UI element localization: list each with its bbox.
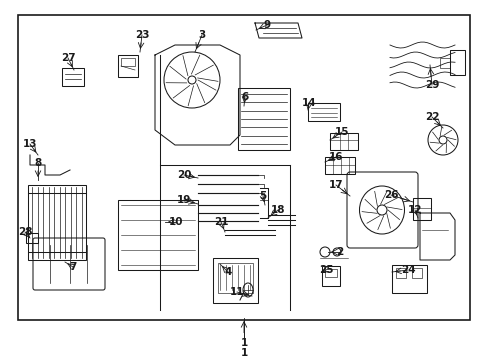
Bar (412, 198, 430, 220)
Bar (118, 200, 198, 270)
Text: 20: 20 (176, 170, 191, 180)
Text: 26: 26 (383, 190, 397, 200)
Text: 29: 29 (424, 80, 438, 90)
Bar (28, 185, 86, 260)
Bar (238, 88, 289, 150)
Text: 19: 19 (177, 195, 191, 205)
Text: 9: 9 (263, 20, 270, 30)
Text: 1: 1 (240, 338, 247, 348)
Bar (26, 233, 38, 243)
Text: 24: 24 (400, 265, 414, 275)
Text: 5: 5 (259, 191, 266, 201)
Text: 23: 23 (135, 30, 149, 40)
Text: 3: 3 (198, 30, 205, 40)
Bar (121, 58, 135, 66)
Text: 7: 7 (69, 262, 77, 272)
Text: 17: 17 (328, 180, 343, 190)
Text: 11: 11 (229, 287, 244, 297)
Bar (329, 133, 357, 150)
Text: 14: 14 (301, 98, 316, 108)
Text: 6: 6 (241, 92, 248, 102)
Text: 2: 2 (336, 247, 343, 257)
Text: 25: 25 (318, 265, 332, 275)
Text: 22: 22 (424, 112, 438, 122)
Text: 21: 21 (213, 217, 228, 227)
Text: 8: 8 (34, 158, 41, 168)
Text: 4: 4 (224, 267, 231, 277)
Bar (325, 157, 354, 174)
Bar (213, 258, 258, 303)
Bar (307, 103, 339, 121)
Bar (439, 58, 449, 68)
Bar (449, 50, 464, 75)
Text: 13: 13 (23, 139, 37, 149)
Bar (218, 263, 252, 293)
Bar (118, 55, 138, 77)
Text: 28: 28 (18, 227, 32, 237)
Bar (321, 266, 339, 286)
Bar (391, 265, 426, 293)
Text: 15: 15 (334, 127, 348, 137)
Text: 16: 16 (328, 152, 343, 162)
Bar (325, 269, 336, 277)
Bar (62, 68, 84, 86)
Text: 27: 27 (61, 53, 75, 63)
Text: 18: 18 (270, 205, 285, 215)
Bar (411, 268, 421, 278)
Bar (18, 15, 469, 320)
Text: 10: 10 (168, 217, 183, 227)
Text: 12: 12 (407, 205, 421, 215)
Text: 1: 1 (240, 348, 247, 358)
Bar (395, 268, 405, 278)
